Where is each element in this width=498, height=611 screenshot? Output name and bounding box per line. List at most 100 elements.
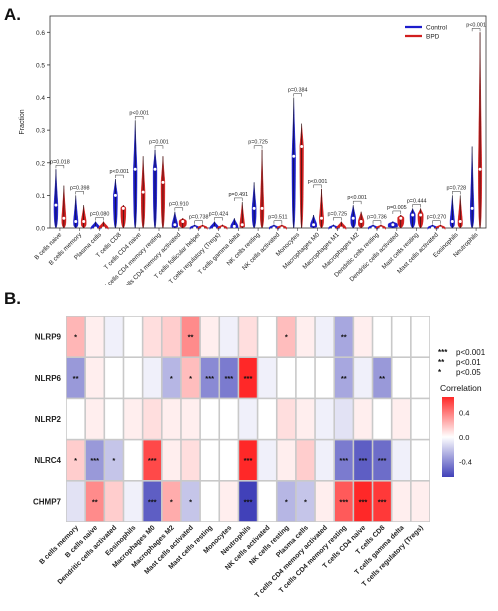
heatmap-cell (200, 316, 219, 357)
significance-bracket (214, 217, 223, 221)
heatmap-cell (162, 481, 181, 522)
row-label: NLRC4 (34, 456, 61, 465)
heatmap-cell (354, 481, 372, 522)
violin-median-point (379, 226, 383, 230)
heatmap-cell (124, 440, 142, 480)
heatmap-cell (162, 316, 181, 357)
heatmap-cell (105, 399, 123, 439)
plot-frame (49, 15, 487, 229)
heatmap-cell (200, 358, 219, 398)
significance-bracket (313, 184, 322, 188)
heatmap-cell (85, 399, 104, 439)
significance-stars: ** (73, 374, 79, 383)
heatmap-cell (124, 481, 142, 522)
p-value-label: p=0.444 (407, 198, 427, 204)
heatmap-cell (277, 316, 296, 357)
violin-median-point (359, 219, 363, 223)
heatmap-cell (239, 440, 257, 480)
colorbar-tick-label: -0.4 (459, 458, 472, 467)
heatmap-cell (162, 399, 181, 439)
significance-stars: *** (244, 456, 253, 465)
heatmap-cell (239, 399, 257, 439)
violin-median-point (320, 216, 324, 220)
row-label: NLRP6 (35, 374, 62, 383)
heatmap-cell (315, 440, 334, 480)
heatmap-cell (411, 440, 430, 480)
heatmap-cell (85, 316, 104, 357)
violin-median-point (399, 216, 403, 220)
heatmap-cell (181, 399, 200, 439)
heatmap-cell (181, 316, 200, 357)
significance-bracket (352, 200, 362, 205)
violin-median-point (212, 226, 216, 230)
y-tick-label: 0.0 (36, 226, 45, 233)
heatmap-cell (411, 399, 430, 439)
p-value-label: p<0.001 (308, 179, 328, 185)
p-value-label: p=0.080 (90, 211, 110, 217)
heatmap-cell (354, 316, 372, 357)
heatmap-cell (258, 481, 276, 522)
y-tick-label: 0.3 (36, 128, 45, 135)
violin-median-point (272, 226, 276, 230)
heatmap-cell (220, 399, 238, 439)
sig-legend-label: p<0.001 (456, 348, 486, 357)
significance-stars: *** (148, 456, 157, 465)
significance-stars: * (112, 456, 115, 465)
heatmap-cell (335, 316, 353, 357)
p-value-label: p<0.001 (110, 169, 130, 175)
significance-bracket (115, 174, 124, 179)
colorbar-title: Correlation (440, 383, 482, 393)
legend-label: Control (426, 25, 448, 32)
significance-stars: * (170, 374, 173, 383)
violin-median-point (411, 213, 415, 217)
heatmap-cell (143, 481, 161, 522)
significance-stars: *** (148, 497, 157, 506)
heatmap-cell (181, 440, 200, 480)
heatmap-cell (85, 440, 104, 480)
violin-median-point (438, 226, 442, 230)
heatmap-cell (392, 440, 411, 480)
heatmap-cell (200, 399, 219, 439)
heatmap-cell (181, 481, 200, 522)
p-value-label: p<0.001 (129, 110, 149, 116)
violin-median-point (82, 219, 86, 223)
significance-stars: *** (378, 456, 387, 465)
violin-median-point (54, 203, 58, 207)
heatmap-cell (315, 316, 334, 357)
significance-bracket (154, 145, 164, 149)
heatmap-cell (392, 399, 411, 439)
p-value-label: p=0.738 (189, 215, 209, 221)
p-value-label: p=0.736 (367, 215, 387, 221)
violin-median-point (161, 180, 165, 184)
violin-median-point (193, 226, 197, 230)
heatmap-cell (66, 440, 85, 480)
colorbar-tick-label: 0.0 (459, 433, 469, 442)
violin-median-point (351, 216, 355, 220)
heatmap-cell (373, 316, 391, 357)
violin-median-point (478, 167, 482, 171)
violin-median-point (252, 206, 256, 210)
significance-bracket (452, 191, 461, 195)
heatmap-cell (277, 481, 296, 522)
heatmap-cell (354, 358, 372, 398)
significance-bracket (95, 217, 104, 221)
p-value-label: p=0.424 (209, 211, 229, 217)
violin-median-point (371, 226, 375, 230)
p-value-label: p<0.001 (466, 22, 486, 28)
violin-median-point (280, 226, 284, 230)
heatmap-cell (258, 358, 276, 398)
heatmap-cell (296, 358, 315, 398)
heatmap-cell (220, 481, 238, 522)
significance-stars: *** (359, 497, 368, 506)
heatmap-cell (277, 440, 296, 480)
significance-stars: * (285, 333, 288, 342)
violin-median-point (450, 219, 454, 223)
significance-bracket (293, 93, 302, 97)
heatmap-cell (220, 358, 238, 398)
p-value-label: p=0.384 (288, 88, 308, 94)
heatmap-cell (411, 481, 430, 522)
violin-median-point (430, 226, 434, 230)
violin-median-point (300, 144, 304, 148)
p-value-label: p=0.511 (268, 215, 287, 221)
significance-stars: *** (244, 374, 253, 383)
